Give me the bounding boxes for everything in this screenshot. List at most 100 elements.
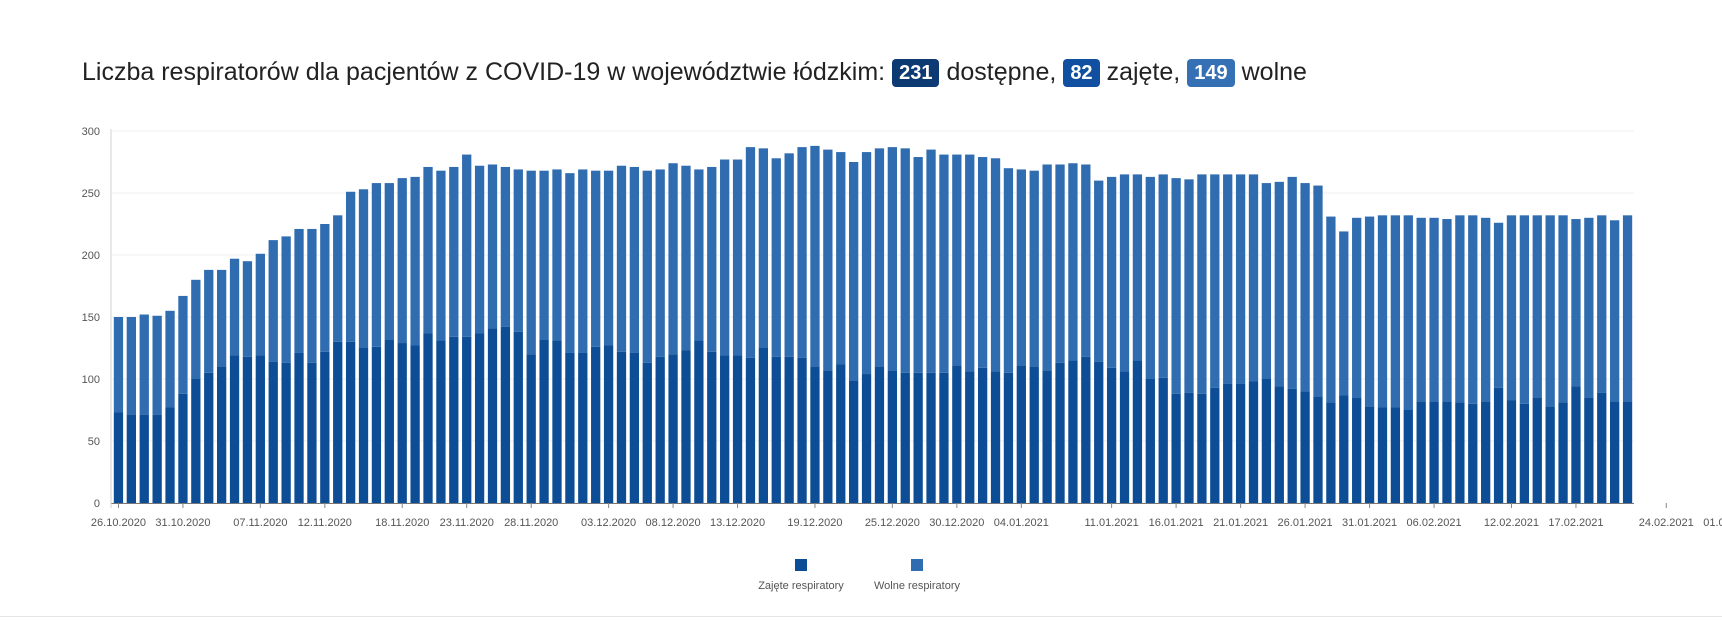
bar-free bbox=[513, 169, 523, 332]
bar-free bbox=[990, 158, 1001, 372]
bar-occupied bbox=[1287, 388, 1297, 503]
y-tick-label: 300 bbox=[82, 126, 100, 138]
x-tick-label: 21.01.2021 bbox=[1213, 517, 1268, 529]
y-tick-label: 50 bbox=[88, 436, 100, 448]
bar-free bbox=[333, 215, 343, 342]
y-tick-label: 250 bbox=[82, 188, 100, 200]
bar-free bbox=[1145, 176, 1155, 379]
bar-occupied bbox=[204, 372, 214, 503]
bar-occupied bbox=[745, 357, 756, 503]
bar-occupied bbox=[784, 356, 794, 503]
bar-free bbox=[874, 148, 885, 367]
y-tick-label: 200 bbox=[82, 250, 100, 262]
bar-free bbox=[500, 166, 511, 327]
bar-free bbox=[642, 170, 652, 363]
bar-free bbox=[1197, 174, 1207, 394]
bar-free bbox=[1171, 178, 1181, 394]
bar-free bbox=[1326, 216, 1336, 403]
bar-free bbox=[720, 159, 730, 356]
available-count-badge: 231 bbox=[892, 58, 940, 87]
bar-free bbox=[900, 148, 910, 373]
bar-free bbox=[616, 165, 627, 352]
bar-occupied bbox=[655, 356, 665, 503]
bar-occupied bbox=[1326, 402, 1336, 503]
x-tick-label: 24.02.2021 bbox=[1639, 517, 1694, 529]
bar-free bbox=[758, 148, 769, 348]
bar-occupied bbox=[139, 414, 149, 503]
bar-occupied bbox=[1261, 379, 1272, 503]
bar-occupied bbox=[1197, 393, 1207, 503]
bar-occupied bbox=[165, 407, 175, 503]
bar-occupied bbox=[1597, 392, 1607, 503]
bar-free bbox=[1390, 215, 1401, 408]
x-tick-label: 30.12.2020 bbox=[929, 517, 984, 529]
bar-free bbox=[1506, 215, 1517, 401]
bar-occupied bbox=[345, 341, 356, 503]
bar-free bbox=[1300, 183, 1310, 392]
bar-occupied bbox=[887, 370, 897, 503]
bar-free bbox=[1081, 164, 1091, 357]
bar-occupied bbox=[500, 326, 511, 503]
bar-free bbox=[526, 170, 536, 355]
bar-free bbox=[371, 183, 382, 347]
x-tick-label: 08.12.2020 bbox=[646, 517, 701, 529]
bar-free bbox=[1094, 180, 1104, 362]
bar-occupied bbox=[539, 339, 549, 503]
x-tick-label: 31.10.2020 bbox=[155, 517, 210, 529]
bar-free bbox=[1339, 231, 1349, 396]
bar-occupied bbox=[216, 366, 227, 503]
bar-free bbox=[1584, 217, 1594, 398]
bar-occupied bbox=[1158, 377, 1168, 503]
bar-occupied bbox=[513, 331, 523, 503]
bar-free bbox=[294, 228, 304, 353]
available-label: dostępne, bbox=[946, 58, 1057, 86]
bar-occupied bbox=[758, 348, 769, 503]
bar-free bbox=[1029, 170, 1039, 367]
bar-occupied bbox=[642, 362, 652, 503]
bar-occupied bbox=[242, 356, 253, 503]
bar-free bbox=[423, 166, 433, 334]
y-tick-label: 150 bbox=[82, 312, 100, 324]
bar-occupied bbox=[1068, 360, 1078, 503]
bar-occupied bbox=[229, 355, 240, 503]
bar-free bbox=[307, 228, 317, 363]
bar-occupied bbox=[1171, 393, 1181, 503]
bar-free bbox=[191, 279, 201, 379]
bar-free bbox=[926, 149, 936, 373]
x-tick-label: 19.12.2020 bbox=[787, 517, 842, 529]
bar-free bbox=[113, 317, 124, 413]
bar-occupied bbox=[526, 354, 536, 503]
x-tick-label: 25.12.2020 bbox=[865, 517, 920, 529]
bar-occupied bbox=[384, 339, 394, 503]
bar-occupied bbox=[1610, 401, 1620, 503]
bar-free bbox=[836, 152, 846, 365]
bar-free bbox=[255, 253, 265, 356]
bar-occupied bbox=[1106, 367, 1117, 503]
bar-free bbox=[1416, 217, 1426, 402]
legend-swatch bbox=[795, 559, 807, 571]
bar-free bbox=[797, 147, 807, 358]
bar-free bbox=[1532, 215, 1542, 398]
bar-occupied bbox=[1081, 356, 1091, 503]
bar-free bbox=[229, 258, 240, 356]
bar-occupied bbox=[1364, 406, 1375, 503]
bar-occupied bbox=[1235, 383, 1246, 503]
bar-free bbox=[1132, 174, 1143, 361]
bar-free bbox=[1597, 215, 1607, 393]
bar-free bbox=[745, 147, 756, 358]
bar-free bbox=[603, 170, 614, 346]
bar-occupied bbox=[1468, 403, 1478, 503]
occupied-label: zajęte, bbox=[1106, 58, 1181, 86]
bar-free bbox=[565, 173, 575, 353]
x-tick-label: 03.12.2020 bbox=[581, 517, 636, 529]
bar-occupied bbox=[423, 333, 433, 503]
bar-occupied bbox=[1042, 370, 1052, 503]
bar-free bbox=[1003, 168, 1014, 373]
bar-occupied bbox=[1481, 401, 1491, 503]
bar-occupied bbox=[952, 365, 962, 503]
occupied-count-badge: 82 bbox=[1063, 58, 1100, 87]
bar-occupied bbox=[178, 393, 188, 503]
bar-occupied bbox=[410, 345, 420, 503]
x-tick-label: 04.01.2021 bbox=[994, 517, 1049, 529]
x-tick-label: 18.11.2020 bbox=[375, 517, 429, 529]
